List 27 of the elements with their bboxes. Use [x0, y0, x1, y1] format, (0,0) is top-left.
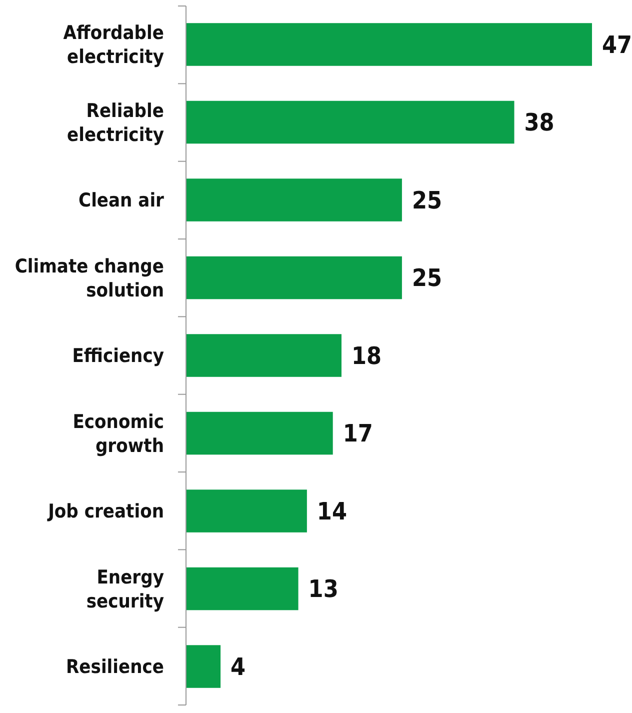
data-label: 18: [351, 342, 382, 370]
bar: [186, 412, 333, 455]
bar: [186, 100, 514, 144]
y-tick-label: Economic growth: [72, 410, 164, 457]
data-label: 38: [524, 108, 554, 137]
y-tick-label: Efficiency: [72, 345, 164, 368]
y-tick-label: Job creation: [47, 500, 164, 523]
y-tick-label: Energy security: [86, 566, 164, 612]
y-tick-label: Affordable electricity: [63, 22, 164, 68]
bar: [186, 645, 221, 688]
data-label: 13: [308, 575, 338, 604]
bar: [186, 334, 342, 377]
y-tick-label: Resilience: [66, 656, 164, 678]
data-label: 17: [342, 420, 373, 448]
y-tick-label: Climate change solution: [14, 255, 164, 302]
data-label: 25: [412, 264, 442, 292]
y-tick-label: Clean air: [78, 190, 165, 212]
bar: [186, 567, 298, 610]
bar: [186, 490, 307, 532]
bar: [186, 256, 402, 300]
data-label: 4: [230, 652, 246, 681]
data-label: 47: [602, 30, 632, 59]
bar: [186, 23, 592, 66]
y-tick-label: Reliable electricity: [67, 100, 164, 146]
data-label: 14: [316, 497, 347, 526]
bar: [186, 178, 402, 222]
data-label: 25: [412, 186, 442, 214]
